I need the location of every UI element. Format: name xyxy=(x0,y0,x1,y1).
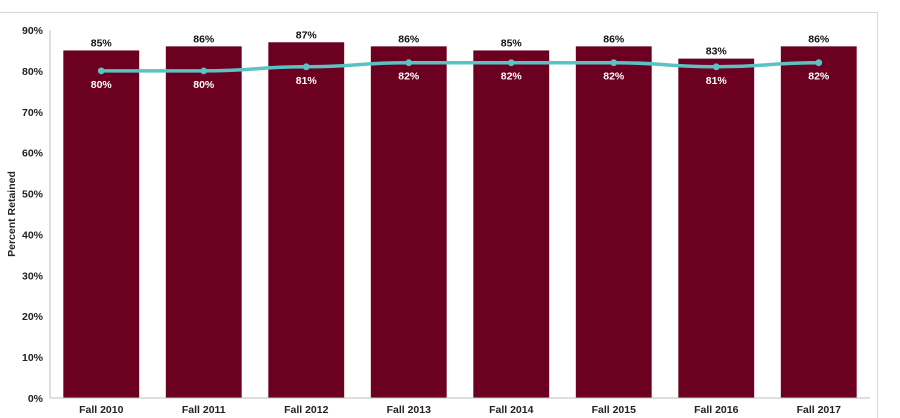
bar-data-label: 86% xyxy=(398,33,420,45)
y-tick-label: 60% xyxy=(22,148,44,160)
y-tick-label: 70% xyxy=(22,107,44,119)
x-tick-label: Fall 2016 xyxy=(694,404,739,416)
bars-group xyxy=(63,42,857,399)
y-tick-label: 40% xyxy=(22,229,44,241)
line-data-label: 82% xyxy=(603,71,625,83)
y-tick-label: 10% xyxy=(22,352,44,364)
x-tick-label: Fall 2010 xyxy=(79,404,124,416)
line-data-label: 82% xyxy=(808,71,830,83)
labels-group: 85% 86% 87% 86% 85% 86% 83% 86% 80% 80% 81% 82% 82% 8… xyxy=(91,29,830,91)
line-point xyxy=(405,59,413,67)
bar-fall-2010 xyxy=(63,50,140,398)
x-tick-label: Fall 2015 xyxy=(592,404,637,416)
y-tick-label: 30% xyxy=(22,270,44,282)
bar-data-label: 85% xyxy=(501,37,523,49)
y-tick-label: 80% xyxy=(22,66,44,78)
x-tick-label: Fall 2013 xyxy=(387,404,432,416)
bar-fall-2012 xyxy=(268,42,345,399)
bar-fall-2011 xyxy=(165,46,242,398)
line-point xyxy=(610,59,618,67)
y-tick-label: 20% xyxy=(22,311,44,323)
line-data-label: 80% xyxy=(91,79,113,91)
y-tick-label: 0% xyxy=(28,393,44,405)
bar-data-label: 85% xyxy=(91,37,113,49)
line-point xyxy=(97,67,105,75)
line-point xyxy=(200,67,208,75)
line-data-label: 80% xyxy=(193,79,215,91)
y-tick-label: 50% xyxy=(22,189,44,201)
line-group xyxy=(97,59,823,75)
line-data-label: 81% xyxy=(706,75,728,87)
line-point xyxy=(712,63,720,71)
bar-fall-2015 xyxy=(575,46,652,398)
y-axis-title: Percent Retained xyxy=(6,171,18,257)
x-tick-label: Fall 2014 xyxy=(489,404,534,416)
x-tick-label: Fall 2012 xyxy=(284,404,329,416)
line-data-label: 82% xyxy=(398,71,420,83)
line-point xyxy=(302,63,310,71)
line-series-path xyxy=(99,60,821,73)
bar-data-label: 86% xyxy=(808,33,830,45)
bar-fall-2014 xyxy=(473,50,550,398)
x-tick-label: Fall 2011 xyxy=(182,404,226,416)
bar-fall-2013 xyxy=(370,46,447,398)
line-point xyxy=(507,59,515,67)
line-point xyxy=(815,59,823,67)
line-data-label: 81% xyxy=(296,75,318,87)
bar-data-label: 86% xyxy=(193,33,215,45)
y-tick-label: 90% xyxy=(22,25,44,37)
axes-group: 0% 10% 20% 30% 40% 50% 60% 70% 80% 90% Fall 2010 Fa… xyxy=(6,25,870,416)
bar-data-label: 83% xyxy=(706,46,728,58)
bar-fall-2017 xyxy=(780,46,857,398)
x-tick-label: Fall 2017 xyxy=(797,404,842,416)
bar-data-label: 86% xyxy=(603,33,625,45)
line-data-label: 82% xyxy=(501,71,523,83)
bar-fall-2016 xyxy=(678,58,755,398)
bar-data-label: 87% xyxy=(296,29,318,41)
